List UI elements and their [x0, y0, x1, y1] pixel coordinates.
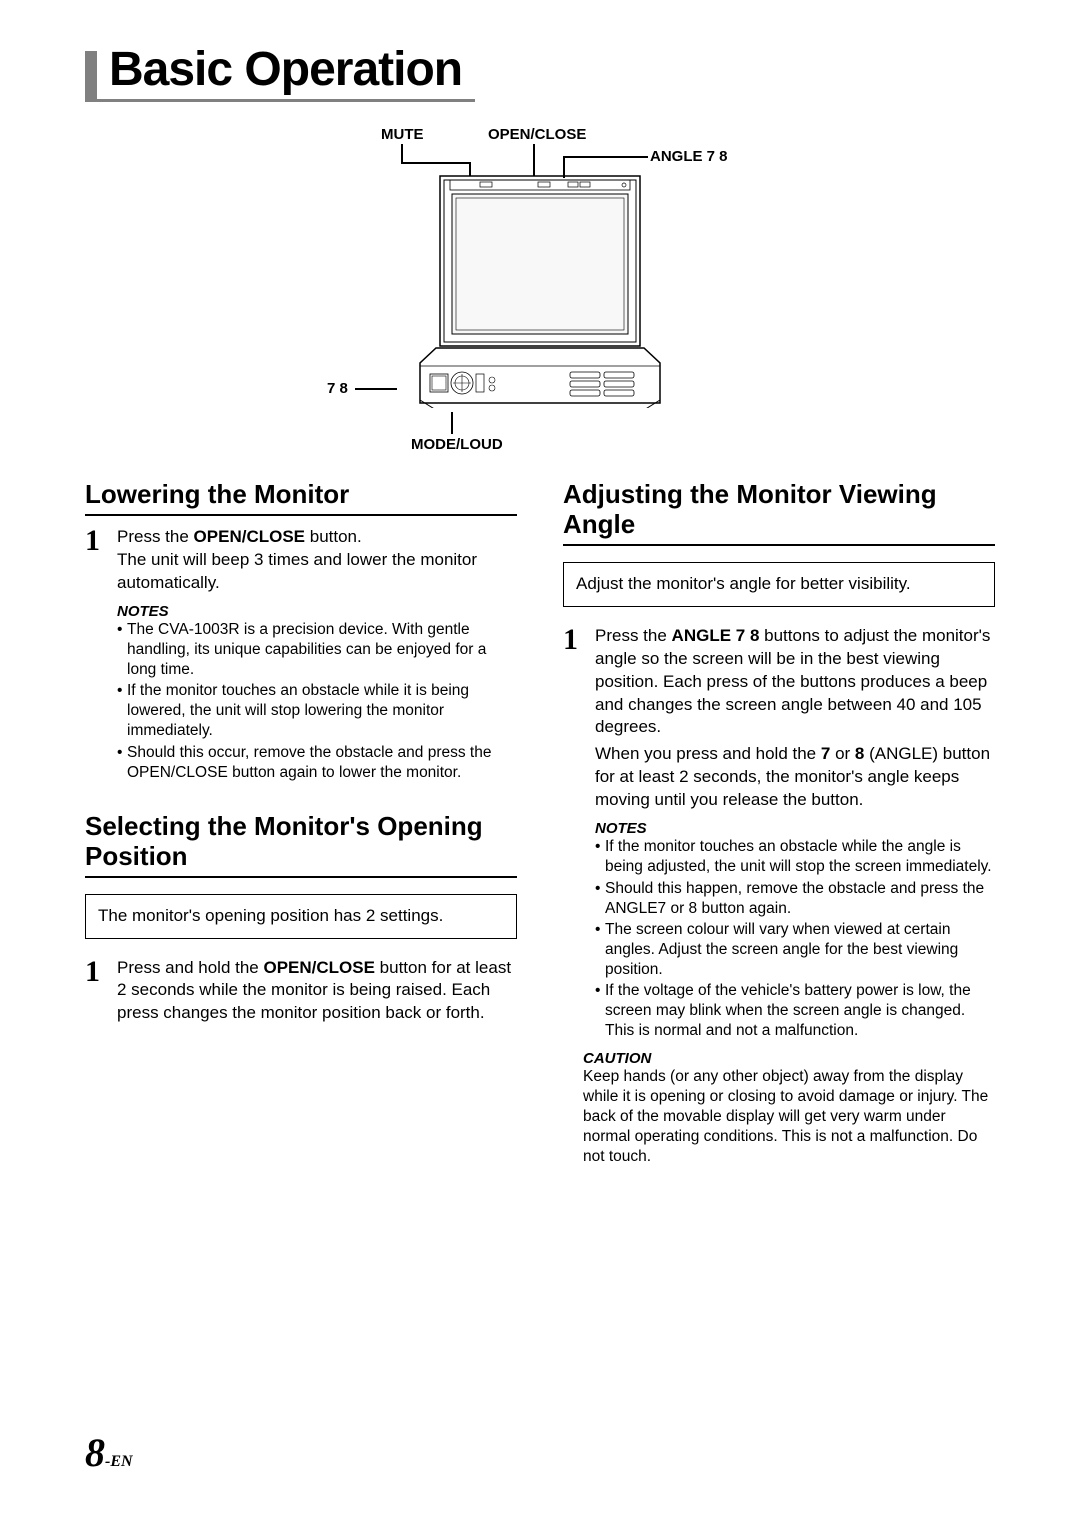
page-footer: 8-EN	[85, 1429, 133, 1476]
notes-list: The CVA-1003R is a precision device. Wit…	[117, 620, 517, 783]
text: When you press and hold the	[595, 744, 821, 763]
text: button.	[305, 527, 362, 546]
info-box: Adjust the monitor's angle for better vi…	[563, 562, 995, 607]
title-accent	[85, 51, 97, 99]
step-number: 1	[563, 625, 583, 655]
page-number: 8	[85, 1430, 105, 1475]
step-number: 1	[85, 526, 105, 556]
step-1-selecting: 1 Press and hold the OPEN/CLOSE button f…	[85, 957, 517, 1026]
label-78: 7 8	[327, 380, 348, 397]
notes-list: If the monitor touches an obstacle while…	[595, 837, 995, 1041]
page-title: Basic Operation	[109, 42, 462, 97]
device-illustration	[410, 148, 670, 408]
step-number: 1	[85, 957, 105, 987]
text: The unit will beep 3 times and lower the…	[117, 550, 477, 592]
caution-label: CAUTION	[583, 1050, 995, 1067]
text-bold: ANGLE 7 8	[672, 626, 760, 645]
text-bold: OPEN/CLOSE	[263, 958, 374, 977]
text: Press the	[595, 626, 672, 645]
step-body: Press the ANGLE 7 8 buttons to adjust th…	[595, 625, 995, 813]
heading-adjusting: Adjusting the Monitor Viewing Angle	[563, 480, 995, 546]
text-bold: 8	[855, 744, 864, 763]
text: Press the	[117, 527, 194, 546]
note-item: If the voltage of the vehicle's battery …	[595, 981, 995, 1041]
text: Press and hold the	[117, 958, 263, 977]
callout-line	[451, 412, 453, 434]
step-body: Press the OPEN/CLOSE button. The unit wi…	[117, 526, 517, 595]
label-mute: MUTE	[381, 126, 424, 143]
callout-line	[401, 144, 403, 162]
heading-lowering: Lowering the Monitor	[85, 480, 517, 516]
label-open-close: OPEN/CLOSE	[488, 126, 586, 143]
heading-selecting: Selecting the Monitor's Opening Position	[85, 812, 517, 878]
note-item: If the monitor touches an obstacle while…	[595, 837, 995, 877]
note-item: If the monitor touches an obstacle while…	[117, 681, 517, 741]
note-item: The screen colour will vary when viewed …	[595, 920, 995, 980]
step-1-lowering: 1 Press the OPEN/CLOSE button. The unit …	[85, 526, 517, 595]
step-1-adjusting: 1 Press the ANGLE 7 8 buttons to adjust …	[563, 625, 995, 813]
content-columns: Lowering the Monitor 1 Press the OPEN/CL…	[85, 480, 995, 1167]
info-box: The monitor's opening position has 2 set…	[85, 894, 517, 939]
text-bold: OPEN/CLOSE	[194, 527, 305, 546]
caution-text: Keep hands (or any other object) away fr…	[583, 1067, 995, 1168]
label-mode-loud: MODE/LOUD	[411, 436, 503, 453]
left-column: Lowering the Monitor 1 Press the OPEN/CL…	[85, 480, 517, 1167]
callout-line	[355, 388, 397, 390]
note-item: The CVA-1003R is a precision device. Wit…	[117, 620, 517, 680]
device-diagram: MUTE OPEN/CLOSE ANGLE 7 8 7 8 MODE/LOUD	[85, 120, 995, 470]
page-suffix: -EN	[105, 1453, 133, 1470]
note-item: Should this happen, remove the obstacle …	[595, 879, 995, 919]
notes-label: NOTES	[117, 603, 517, 620]
text: or	[830, 744, 855, 763]
note-item: Should this occur, remove the obstacle a…	[117, 743, 517, 783]
notes-label: NOTES	[595, 820, 995, 837]
right-column: Adjusting the Monitor Viewing Angle Adju…	[563, 480, 995, 1167]
page-title-bar: Basic Operation	[85, 42, 475, 102]
text-bold: 7	[821, 744, 830, 763]
step-body: Press and hold the OPEN/CLOSE button for…	[117, 957, 517, 1026]
